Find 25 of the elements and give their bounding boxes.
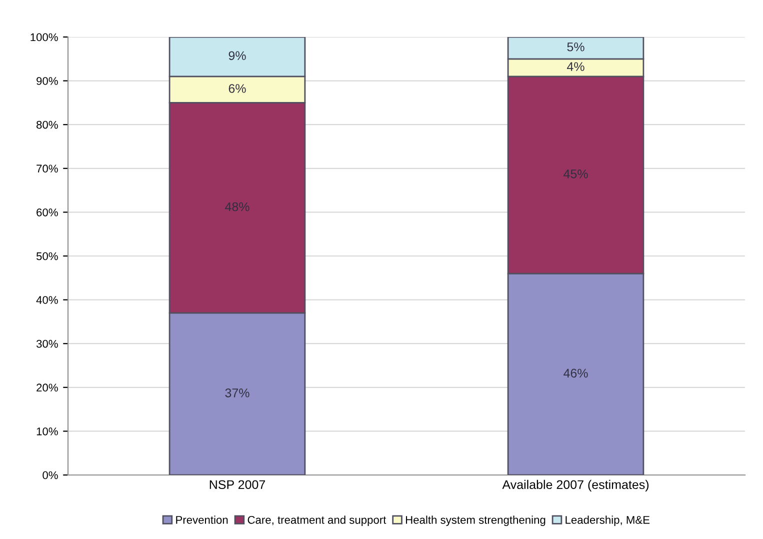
data-label: 48%	[225, 202, 250, 212]
y-tick-label: 90%	[36, 77, 58, 85]
y-tick-label: 10%	[36, 427, 58, 436]
data-label: 5%	[567, 42, 584, 52]
y-tick-label: 40%	[36, 296, 58, 304]
data-label: 6%	[228, 84, 246, 93]
data-label: 37%	[225, 388, 250, 398]
y-tick-label: 70%	[36, 164, 58, 173]
y-tick-label: 20%	[36, 384, 58, 392]
y-tick-label: 50%	[36, 252, 58, 260]
y-tick-label: 60%	[36, 208, 58, 216]
y-tick-label: 100%	[30, 33, 58, 42]
y-tick-label: 80%	[36, 120, 58, 129]
data-label: 4%	[567, 62, 584, 71]
x-tick-label: Available 2007 (estimates)	[502, 480, 649, 492]
legend-label: Care, treatment and support	[248, 516, 386, 526]
y-tick-label: 0%	[42, 471, 58, 480]
data-label: 45%	[564, 170, 588, 178]
data-label: 9%	[228, 51, 246, 60]
legend-label: Leadership, M&E	[566, 516, 650, 526]
data-label: 46%	[564, 368, 588, 378]
y-tick-label: 30%	[36, 340, 58, 348]
legend-label: Prevention	[176, 516, 228, 524]
legend-label: Health system strengthening	[406, 516, 546, 526]
x-tick-label: NSP 2007	[210, 480, 266, 490]
